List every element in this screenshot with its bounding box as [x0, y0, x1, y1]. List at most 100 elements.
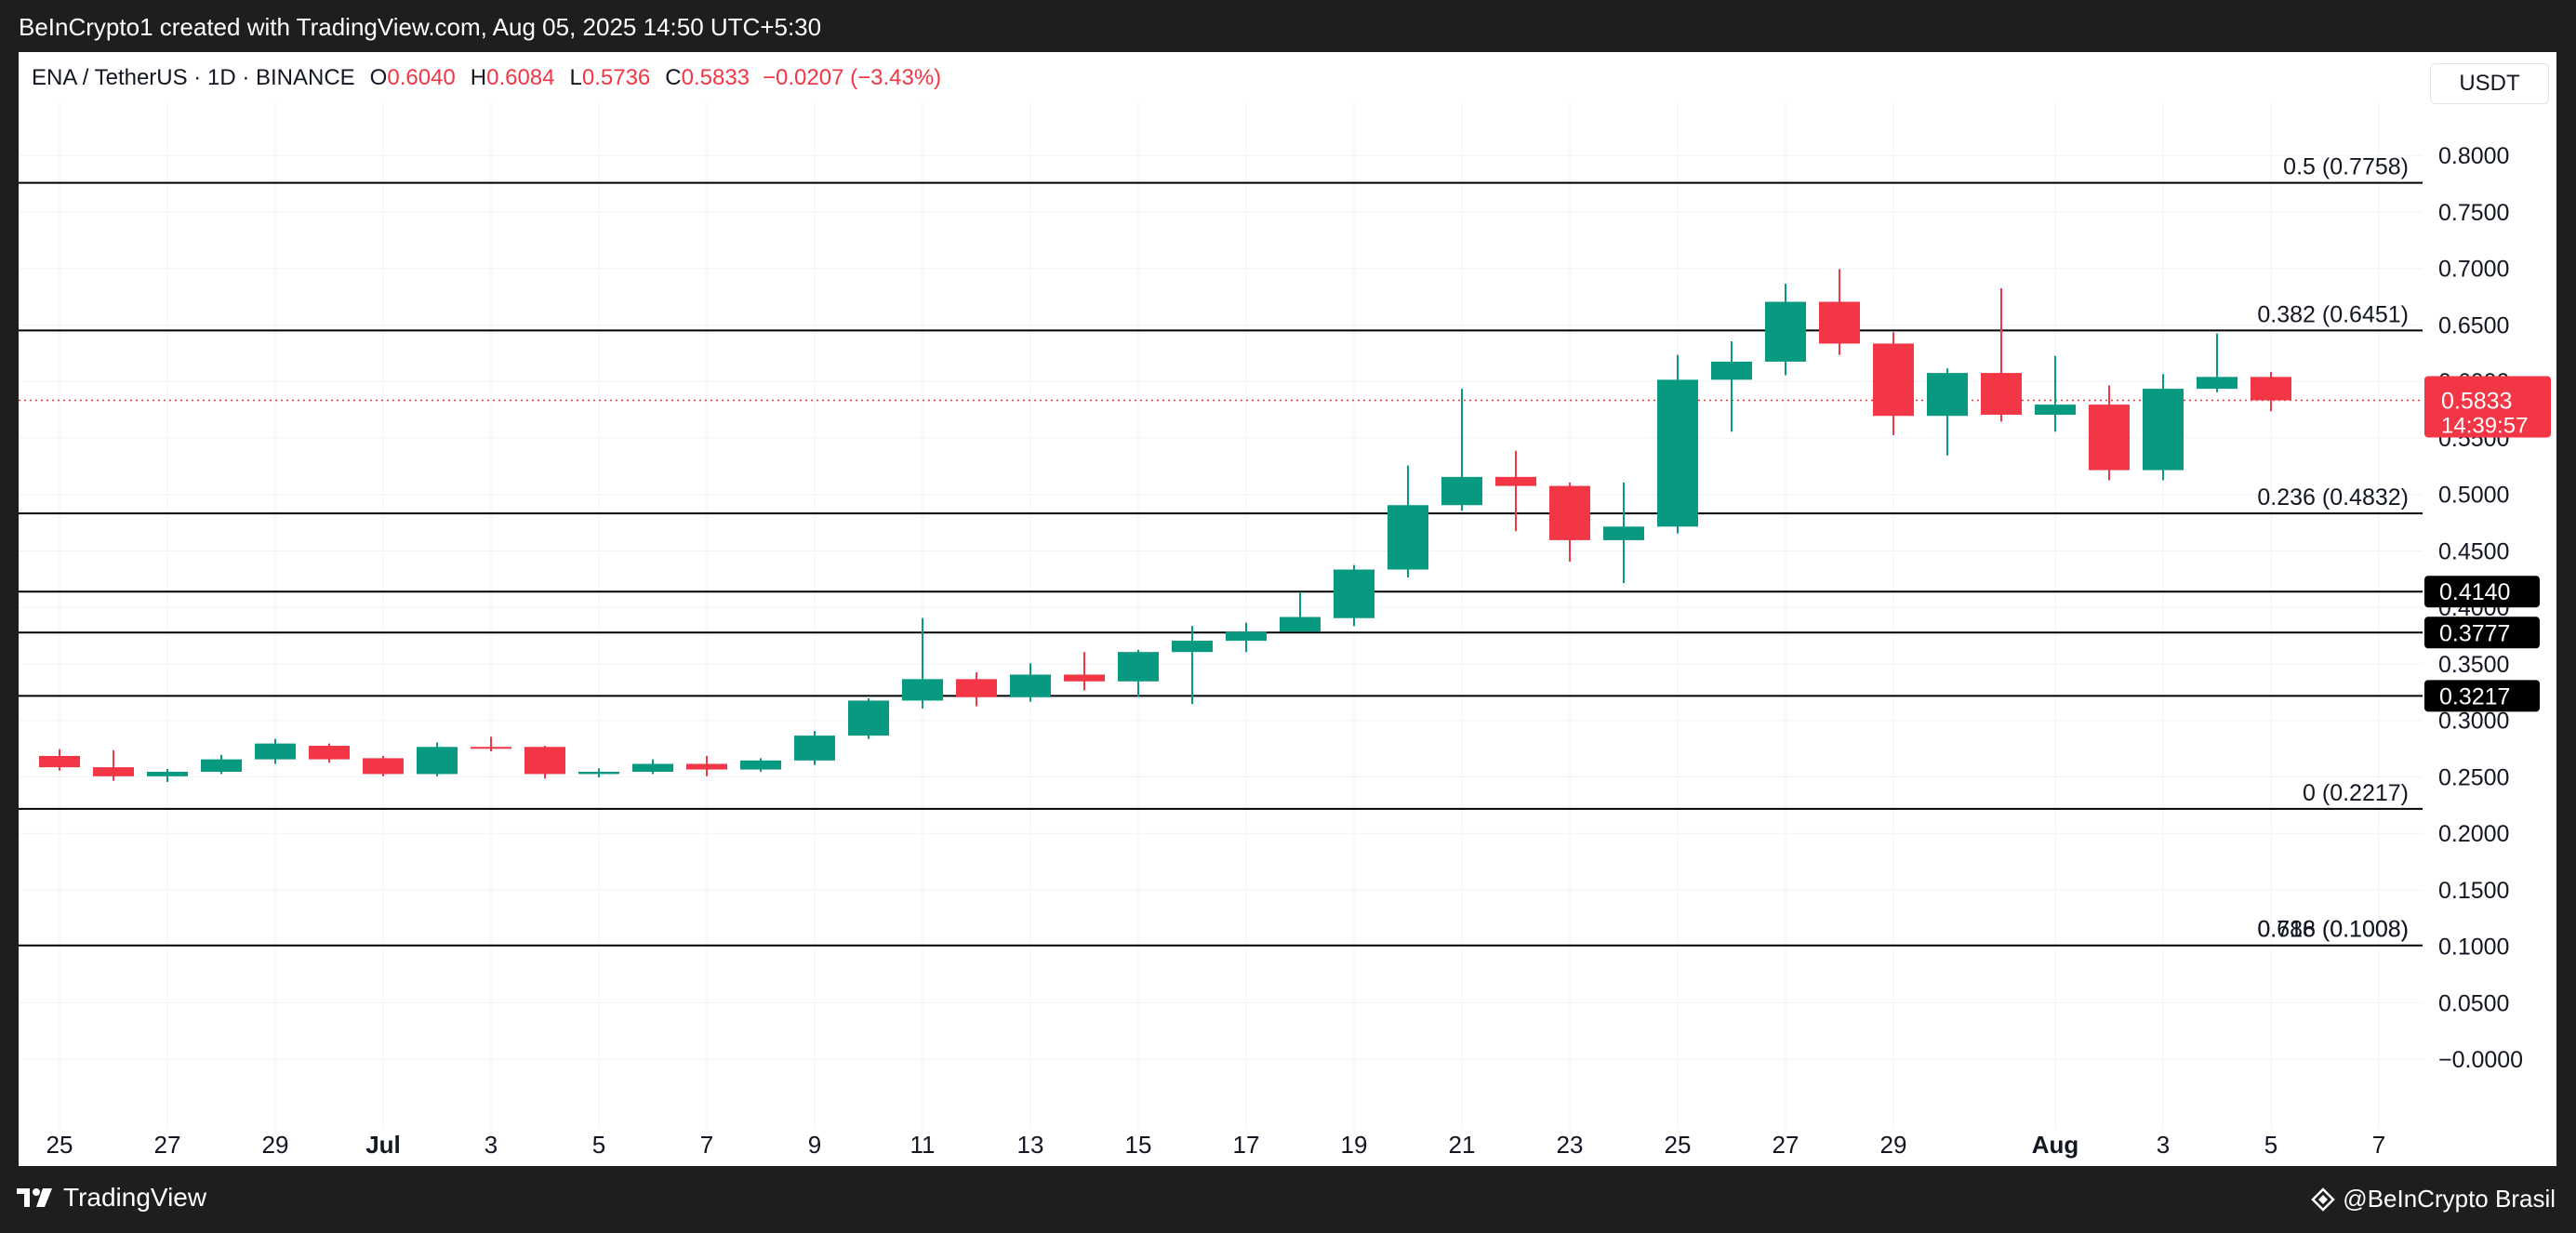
x-axis-tick-label: 9 — [808, 1131, 821, 1159]
candle-body-up — [1603, 526, 1644, 540]
symbol-legend: ENA / TetherUS · 1D · BINANCE O0.6040 H0.6… — [32, 65, 941, 91]
tradingview-logo-text: TradingView — [63, 1183, 207, 1212]
fib-level-label: 0.786 (0.1008) — [2257, 917, 2409, 943]
candle-body-up — [201, 759, 242, 772]
candle-body-up — [1927, 373, 1968, 417]
y-axis-tick-label: 0.1500 — [2438, 878, 2509, 904]
footer-bar: TradingView @BeInCrypto Brasil — [0, 1166, 2576, 1233]
x-axis-tick-label: 13 — [1017, 1131, 1044, 1159]
candle-body-up — [740, 760, 781, 770]
support-level-badge — [2424, 680, 2540, 712]
candle-body-up — [632, 763, 673, 772]
candle-body-up — [255, 743, 296, 760]
candle-body-down — [1495, 476, 1536, 486]
x-axis-tick-label: 19 — [1341, 1131, 1368, 1159]
candle-body-up — [417, 747, 458, 775]
candle-body-up — [1765, 301, 1806, 362]
x-axis-tick-label: 15 — [1125, 1131, 1152, 1159]
candle-body-up — [1388, 505, 1428, 570]
x-axis-tick-label: Jul — [365, 1131, 401, 1159]
attribution-text: BeInCrypto1 created with TradingView.com… — [19, 13, 822, 41]
y-axis-tick-label: 0.5000 — [2438, 483, 2509, 509]
x-axis-tick-label: 29 — [1880, 1131, 1907, 1159]
close-value: 0.5833 — [681, 65, 750, 90]
support-level-label: 0.3217 — [2439, 683, 2510, 709]
candle-body-down — [1549, 485, 1590, 540]
x-axis-tick-label: 21 — [1449, 1131, 1476, 1159]
candle-body-up — [2035, 404, 2076, 416]
candle-body-down — [1819, 301, 1860, 344]
low-value: 0.5736 — [581, 65, 651, 90]
support-level-badge — [2424, 616, 2540, 649]
x-axis-tick-label: 27 — [1773, 1131, 1799, 1159]
candle-body-up — [2197, 377, 2237, 390]
diamond-icon — [2311, 1187, 2336, 1212]
tradingview-logo-icon — [17, 1188, 52, 1207]
low-label: L — [569, 65, 582, 90]
x-axis-tick-label: 17 — [1233, 1131, 1260, 1159]
candle-body-up — [902, 679, 943, 701]
y-axis-tick-label: 0.7500 — [2438, 200, 2509, 226]
y-axis-tick-label: 0.8000 — [2438, 143, 2509, 169]
candle-body-down — [2251, 377, 2291, 401]
y-axis-tick-label: 0.4500 — [2438, 538, 2509, 564]
candle-body-down — [956, 679, 997, 697]
y-axis-tick-label: 0.3500 — [2438, 652, 2509, 678]
y-axis-tick-label: 0.2000 — [2438, 821, 2509, 847]
currency-button[interactable]: USDT — [2430, 63, 2549, 104]
high-value: 0.6084 — [486, 65, 555, 90]
y-axis-tick-label: −0.0000 — [2438, 1047, 2523, 1073]
x-axis-tick-label: 11 — [910, 1131, 936, 1159]
fib-level-label: 0 (0.2217) — [2303, 780, 2409, 806]
change-value: −0.0207 (−3.43%) — [763, 65, 942, 90]
candle-body-up — [794, 736, 835, 761]
candle-body-up — [848, 700, 889, 736]
y-axis-tick-label: 0.1000 — [2438, 935, 2509, 961]
y-axis-tick-label: 0.7000 — [2438, 257, 2509, 283]
candle-body-down — [93, 767, 134, 776]
y-axis-tick-label: 0.6500 — [2438, 312, 2509, 338]
candle-body-up — [1657, 379, 1698, 527]
high-label: H — [470, 65, 487, 90]
y-axis-tick-label: 0.0500 — [2438, 990, 2509, 1016]
x-axis-tick-label: 3 — [485, 1131, 498, 1159]
open-label: O — [369, 65, 388, 90]
candle-body-up — [1441, 476, 1482, 506]
chart-panel[interactable] — [19, 52, 2556, 1166]
candle-body-up — [1172, 641, 1213, 653]
close-label: C — [665, 65, 682, 90]
fib-level-label: 0.382 (0.6451) — [2257, 301, 2409, 327]
candle-body-down — [471, 747, 511, 749]
brand-text: @BeInCrypto Brasil — [2343, 1185, 2556, 1213]
candle-body-down — [363, 758, 404, 775]
brand-watermark: @BeInCrypto Brasil — [2311, 1185, 2556, 1213]
tradingview-logo[interactable]: TradingView — [17, 1183, 206, 1213]
x-axis-tick-label: 7 — [2372, 1131, 2385, 1159]
candle-body-up — [1118, 652, 1159, 682]
fib-level-label: 0.618 (0.1008) — [2257, 917, 2409, 943]
attribution-bar: BeInCrypto1 created with TradingView.com… — [0, 0, 2576, 52]
candle-body-down — [39, 755, 80, 768]
candle-body-up — [1010, 674, 1051, 697]
x-axis-tick-label: 27 — [154, 1131, 181, 1159]
symbol-name: ENA / TetherUS · 1D · BINANCE — [32, 65, 355, 90]
y-axis-tick-label: 0.2500 — [2438, 764, 2509, 790]
countdown-label: 14:39:57 — [2441, 413, 2528, 438]
candle-body-up — [2143, 389, 2184, 471]
candle-body-up — [1226, 631, 1267, 642]
x-axis-tick-label: 5 — [2264, 1131, 2277, 1159]
candle-body-up — [578, 771, 619, 775]
support-level-badge — [2424, 576, 2540, 608]
x-axis-tick-label: 7 — [700, 1131, 713, 1159]
last-price-badge — [2424, 376, 2551, 438]
x-axis-tick-label: 25 — [1665, 1131, 1692, 1159]
candle-body-down — [1064, 674, 1105, 682]
fib-level-label: 0.236 (0.4832) — [2257, 484, 2409, 510]
x-axis-tick-label: 3 — [2157, 1131, 2170, 1159]
x-axis-tick-label: 23 — [1557, 1131, 1584, 1159]
candle-body-down — [686, 763, 727, 770]
candle-body-up — [1711, 361, 1752, 380]
x-axis-tick-label: 25 — [46, 1131, 73, 1159]
candle-body-down — [1981, 373, 2022, 416]
